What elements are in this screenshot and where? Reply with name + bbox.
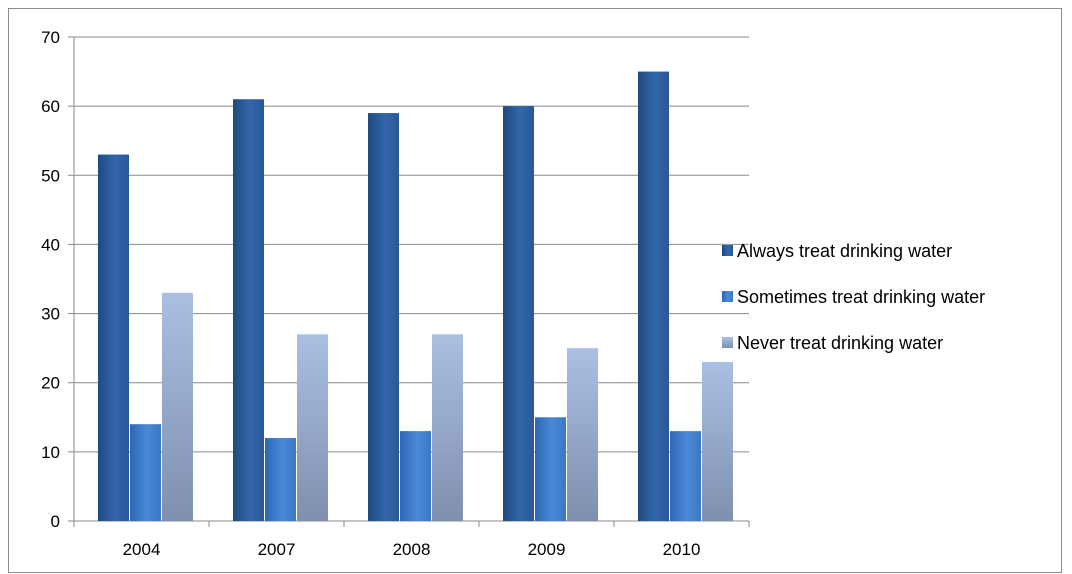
legend: Always treat drinking water Sometimes tre… (722, 241, 985, 353)
bars (98, 71, 733, 522)
legend-label-always: Always treat drinking water (737, 241, 952, 261)
bar-sometimes-2008 (400, 431, 431, 521)
y-tick-label: 0 (51, 512, 60, 531)
bar-never-2004 (162, 292, 193, 521)
legend-swatch-sometimes (722, 291, 733, 302)
bar-sometimes-2007 (265, 438, 296, 521)
legend-label-never: Never treat drinking water (737, 333, 943, 353)
y-tick-label: 50 (41, 166, 60, 185)
legend-swatch-always (722, 245, 733, 256)
bar-always-2008 (368, 113, 399, 522)
bar-never-2007 (297, 334, 328, 521)
bar-always-2004 (98, 154, 129, 522)
y-tick-label: 20 (41, 374, 60, 393)
x-tick-label: 2010 (663, 540, 701, 559)
bar-never-2008 (432, 334, 463, 521)
x-tick-label: 2007 (258, 540, 296, 559)
x-tick-label: 2008 (393, 540, 431, 559)
bar-never-2010 (702, 361, 733, 521)
bar-sometimes-2009 (535, 417, 566, 521)
y-tick-label: 70 (41, 28, 60, 47)
bar-always-2007 (233, 99, 264, 521)
y-tick-label: 30 (41, 305, 60, 324)
bar-sometimes-2004 (130, 424, 161, 521)
legend-label-sometimes: Sometimes treat drinking water (737, 287, 985, 307)
x-tick-label: 2009 (528, 540, 566, 559)
y-tick-label: 60 (41, 97, 60, 116)
legend-swatch-never (722, 337, 733, 348)
bar-always-2009 (503, 106, 534, 522)
bar-never-2009 (567, 348, 598, 521)
tick-labels: 0 10 20 30 40 50 60 70 2004 2007 2008 2009 2010 (41, 28, 700, 559)
x-tick-label: 2004 (123, 540, 161, 559)
bar-sometimes-2010 (670, 431, 701, 521)
y-tick-label: 40 (41, 235, 60, 254)
bar-always-2010 (638, 71, 669, 522)
y-tick-label: 10 (41, 443, 60, 462)
